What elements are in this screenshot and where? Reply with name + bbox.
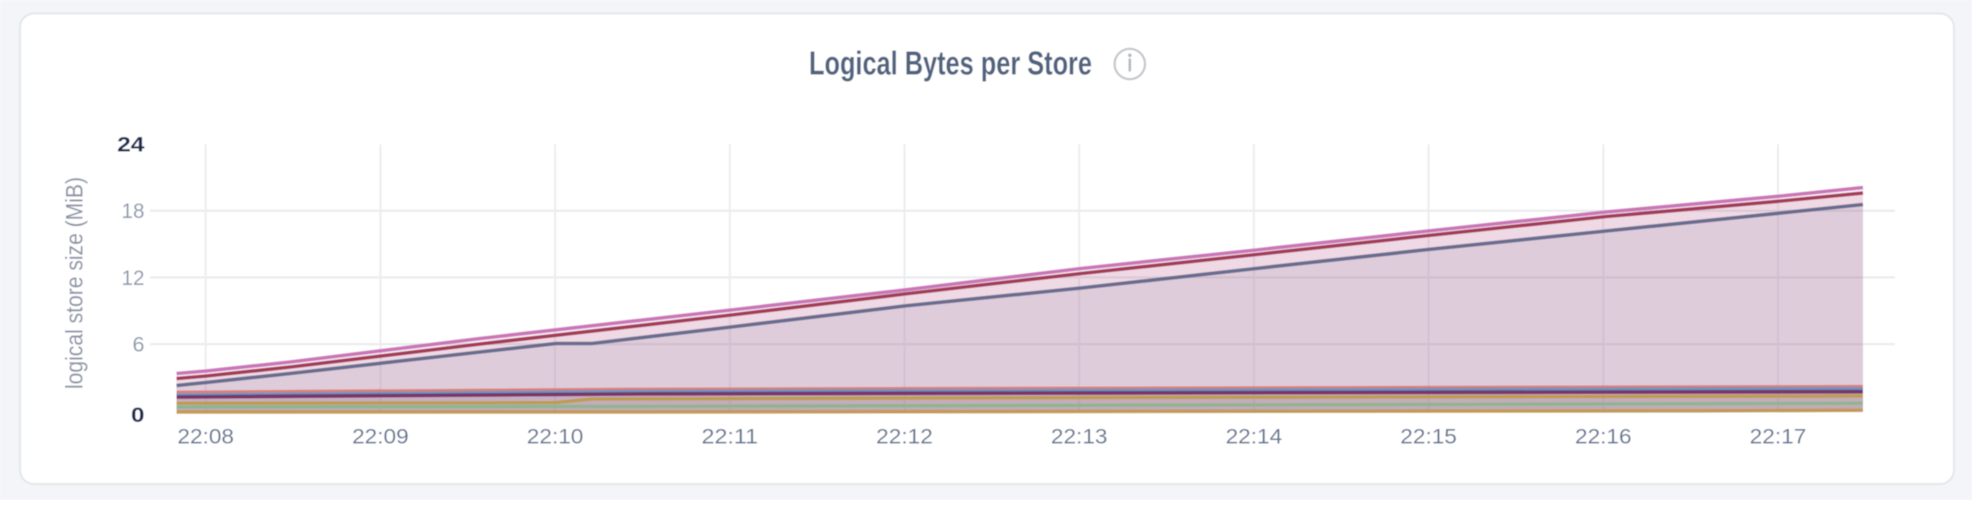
svg-text:22:08: 22:08 [177,425,234,449]
svg-text:22:14: 22:14 [1226,425,1283,449]
svg-text:22:15: 22:15 [1400,425,1457,449]
svg-text:Logical Bytes per Store: Logical Bytes per Store [809,46,1092,83]
svg-text:22:10: 22:10 [527,425,584,449]
svg-text:22:13: 22:13 [1051,425,1108,449]
svg-text:6: 6 [133,333,145,357]
svg-text:22:16: 22:16 [1575,425,1632,449]
svg-text:12: 12 [122,266,145,290]
svg-text:0: 0 [131,403,145,427]
svg-text:18: 18 [122,199,145,223]
svg-text:logical store size (MiB): logical store size (MiB) [62,177,89,389]
svg-text:22:09: 22:09 [352,425,409,449]
svg-text:22:17: 22:17 [1750,425,1807,449]
svg-text:24: 24 [117,133,144,157]
svg-text:22:12: 22:12 [876,425,933,449]
svg-text:22:11: 22:11 [702,425,759,449]
